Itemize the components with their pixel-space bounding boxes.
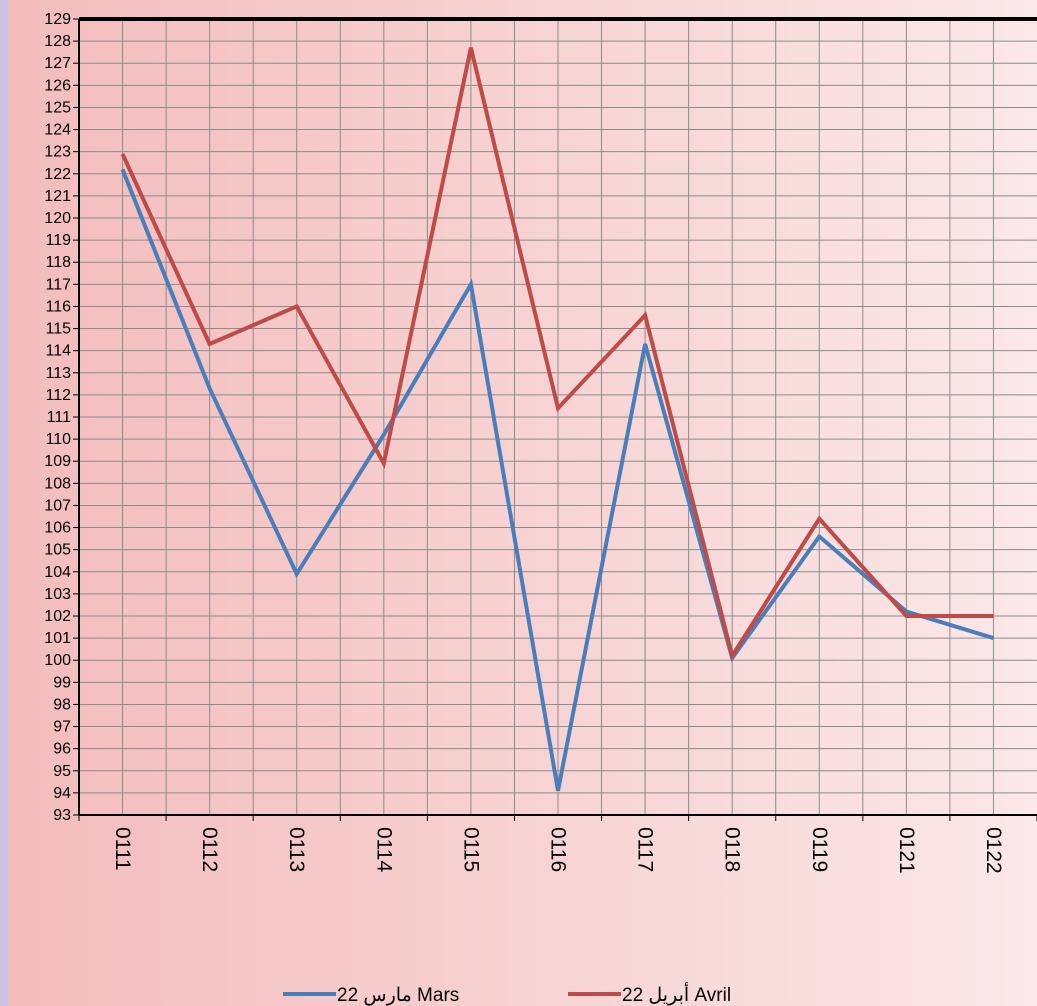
y-tick-label: 98 [53, 696, 71, 713]
series-line-avril [120, 47, 994, 661]
x-tick-label: 0116 [547, 827, 570, 872]
y-tick-label: 109 [44, 453, 71, 470]
y-tick-label: 107 [44, 497, 71, 514]
y-tick-label: 124 [44, 122, 71, 139]
y-tick-label: 97 [53, 719, 71, 736]
y-tick-label: 100 [44, 652, 71, 669]
y-tick-label: 106 [44, 520, 71, 537]
y-tick-label: 95 [53, 763, 71, 780]
legend-label-mars: مارس 22 Mars [337, 985, 459, 1006]
y-tick-label: 128 [44, 33, 71, 50]
y-tick-label: 123 [44, 144, 71, 161]
axes: 93 94 95 96 97 98 99 100 101 102 103 104 105 106 107 10… [44, 11, 1037, 874]
y-tick-label: 99 [53, 674, 71, 691]
y-tick-label: 119 [45, 232, 71, 249]
x-tick-label: 0122 [982, 827, 1005, 874]
y-tick-label: 93 [53, 807, 71, 824]
y-tick-label: 101 [44, 630, 71, 647]
y-tick-label: 94 [53, 785, 71, 802]
x-tick-label: 0115 [459, 827, 482, 872]
y-tick-label: 108 [44, 475, 71, 492]
y-tick-label: 125 [44, 99, 71, 116]
series-line-mars [120, 168, 995, 792]
left-edge-strip [0, 0, 8, 1006]
y-tick-label: 104 [44, 564, 71, 581]
y-tick-label: 121 [44, 188, 71, 205]
y-tick-label: 110 [45, 431, 71, 448]
y-tick-label: 115 [45, 321, 71, 338]
y-tick-label: 111 [47, 409, 71, 426]
x-tick-label: 0113 [285, 827, 308, 872]
legend-label-avril: أبريل 22 Avril [622, 981, 731, 1006]
x-tick-label: 0111 [111, 827, 134, 871]
y-tick-label: 116 [45, 298, 71, 315]
series [120, 47, 995, 792]
y-tick-label: 113 [45, 365, 71, 382]
x-tick-label: 0118 [721, 827, 744, 872]
y-tick-label: 127 [44, 55, 71, 72]
y-tick-label: 102 [44, 608, 71, 625]
y-tick-label: 114 [45, 343, 71, 360]
y-tick-label: 105 [44, 542, 71, 559]
y-tick-label: 122 [44, 166, 71, 183]
x-tick-label: 0121 [895, 827, 918, 874]
x-tick-label: 0119 [808, 827, 831, 872]
y-tick-label: 112 [45, 387, 71, 404]
y-tick-label: 117 [45, 276, 71, 293]
legend: مارس 22 Mars أبريل 22 Avril [283, 981, 731, 1006]
x-tick-label: 0112 [198, 827, 221, 872]
y-tick-label: 96 [53, 741, 71, 758]
y-tick-label: 129 [44, 11, 71, 28]
y-tick-label: 103 [44, 586, 71, 603]
chart-background [8, 0, 1037, 1006]
grid [79, 19, 1037, 815]
y-tick-label: 126 [44, 77, 71, 94]
x-tick-label: 0117 [634, 827, 657, 872]
x-tick-label: 0114 [372, 827, 395, 872]
y-tick-label: 118 [45, 254, 71, 271]
y-tick-label: 120 [44, 210, 71, 227]
